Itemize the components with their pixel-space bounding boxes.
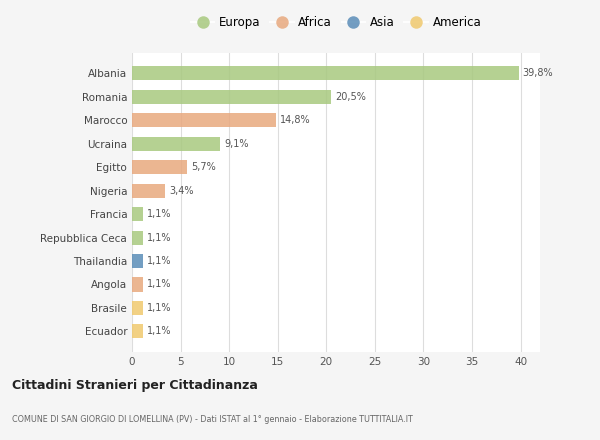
Text: 1,1%: 1,1% <box>146 279 171 290</box>
Text: Cittadini Stranieri per Cittadinanza: Cittadini Stranieri per Cittadinanza <box>12 379 258 392</box>
Text: 5,7%: 5,7% <box>191 162 216 172</box>
Text: 1,1%: 1,1% <box>146 326 171 336</box>
Text: 39,8%: 39,8% <box>523 69 553 78</box>
Text: 14,8%: 14,8% <box>280 115 310 125</box>
Text: 1,1%: 1,1% <box>146 233 171 242</box>
Bar <box>132 278 143 292</box>
Bar <box>132 66 518 81</box>
Bar <box>132 207 143 221</box>
Text: 20,5%: 20,5% <box>335 92 366 102</box>
Bar <box>132 254 143 268</box>
Text: COMUNE DI SAN GIORGIO DI LOMELLINA (PV) - Dati ISTAT al 1° gennaio - Elaborazion: COMUNE DI SAN GIORGIO DI LOMELLINA (PV) … <box>12 415 413 425</box>
Text: 9,1%: 9,1% <box>224 139 249 149</box>
Bar <box>132 324 143 338</box>
Bar <box>132 90 331 104</box>
Text: 1,1%: 1,1% <box>146 303 171 313</box>
Bar <box>132 137 220 151</box>
Text: 1,1%: 1,1% <box>146 209 171 219</box>
Bar <box>132 113 276 127</box>
Bar <box>132 231 143 245</box>
Bar <box>132 301 143 315</box>
Text: 1,1%: 1,1% <box>146 256 171 266</box>
Text: 3,4%: 3,4% <box>169 186 193 196</box>
Bar <box>132 160 187 174</box>
Legend: Europa, Africa, Asia, America: Europa, Africa, Asia, America <box>188 14 484 32</box>
Bar <box>132 183 165 198</box>
